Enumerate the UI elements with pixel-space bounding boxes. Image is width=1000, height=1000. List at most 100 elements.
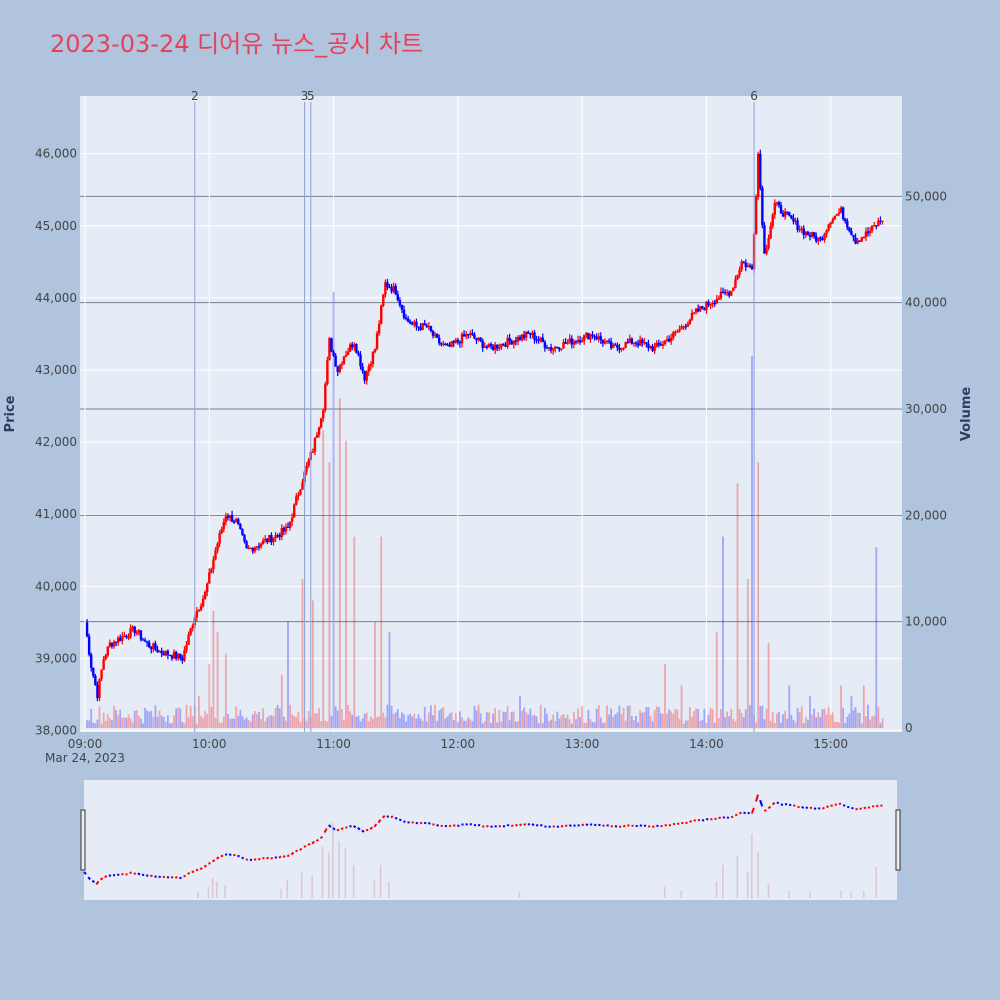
candle-body: [786, 211, 789, 213]
candle-body: [566, 342, 569, 344]
candle-body: [148, 642, 151, 648]
mini-price-segment: [448, 824, 452, 828]
volume-bar: [305, 720, 308, 728]
volume-bar: [98, 706, 101, 728]
candle-body: [636, 343, 640, 346]
volume-bar: [316, 713, 318, 728]
volume-bar: [624, 720, 627, 728]
candle-body: [655, 342, 658, 347]
candle-body: [711, 303, 714, 305]
volume-bar: [297, 711, 300, 728]
mini-price-segment: [220, 854, 224, 858]
volume-bar: [158, 710, 161, 728]
mini-price-segment: [266, 856, 270, 860]
rangeslider-background[interactable]: [84, 780, 897, 900]
volume-bar: [189, 705, 192, 728]
candle-body: [282, 528, 286, 532]
candle-body: [431, 330, 435, 336]
candle-body: [353, 344, 356, 348]
candle-body: [835, 213, 839, 216]
candle-body: [583, 334, 586, 341]
volume-bar: [436, 720, 439, 728]
mini-volume-bar: [373, 879, 376, 898]
volume-bar: [266, 717, 269, 728]
volume-bar: [606, 705, 608, 728]
volume-bar: [183, 723, 186, 728]
volume-bar: [274, 708, 277, 728]
volume-bar: [697, 708, 700, 728]
volume-bar: [166, 715, 169, 728]
volume-bar: [879, 723, 882, 728]
mini-price-segment: [154, 875, 157, 878]
volume-bar: [612, 716, 615, 728]
volume-bar: [674, 709, 677, 728]
mini-volume-bar: [809, 892, 811, 898]
y2-tick-label: 10,000: [905, 615, 947, 629]
volume-bar: [620, 714, 623, 728]
candle-body: [769, 226, 772, 239]
mini-price-segment: [771, 801, 776, 806]
volume-bar: [295, 716, 298, 728]
volume-bar: [218, 722, 221, 728]
candle-body: [506, 337, 509, 347]
volume-bar: [809, 696, 811, 728]
volume-bar: [200, 715, 202, 728]
rangeslider-handle-right[interactable]: [895, 809, 901, 871]
candle-body: [373, 348, 377, 352]
candle-body: [647, 343, 650, 349]
candle-body: [174, 651, 178, 659]
candle-body: [382, 294, 385, 306]
candle-body: [568, 338, 571, 343]
candle-body: [104, 655, 107, 660]
volume-bar: [523, 707, 526, 728]
volume-bar: [388, 632, 391, 728]
mini-price-segment: [568, 824, 572, 827]
volume-bar: [353, 536, 356, 728]
mini-price-segment: [755, 794, 760, 802]
candle-body: [856, 240, 859, 244]
candle-body: [102, 659, 105, 670]
mini-price-segment: [627, 824, 630, 827]
volume-bar: [755, 722, 758, 728]
rangeslider-series: [83, 794, 883, 898]
candle-body: [222, 521, 225, 530]
volume-bar: [349, 711, 352, 728]
volume-bar: [411, 716, 414, 728]
mini-price-segment: [506, 823, 510, 827]
candle-body: [332, 351, 335, 356]
candle-body: [750, 266, 754, 270]
volume-bar: [144, 707, 146, 728]
volume-bar: [425, 721, 428, 728]
mini-price-segment: [801, 805, 805, 809]
volume-bar: [150, 710, 153, 728]
candle-body: [195, 611, 199, 618]
candle-body: [779, 205, 783, 214]
candle-body: [632, 342, 636, 344]
volume-bar: [272, 716, 275, 728]
volume-bar: [641, 712, 644, 728]
volume-bar: [635, 715, 637, 728]
candle-body: [464, 334, 468, 337]
mini-price-segment: [162, 875, 166, 879]
volume-bar: [568, 719, 571, 728]
volume-bar: [610, 708, 613, 728]
volume-bar: [376, 717, 378, 728]
volume-bar: [469, 719, 472, 728]
candle-body: [549, 347, 553, 351]
volume-bar: [177, 707, 180, 728]
candle-body: [873, 225, 876, 227]
mini-price-segment: [622, 824, 626, 828]
mini-volume-bar: [300, 872, 303, 898]
mini-price-segment: [863, 806, 867, 810]
candle-body: [543, 342, 547, 348]
x-tick-label: 13:00: [565, 737, 600, 751]
candle-body: [330, 338, 333, 352]
candle-body: [145, 641, 149, 643]
volume-bar: [662, 713, 664, 728]
candle-body: [783, 211, 787, 217]
candle-body: [94, 675, 97, 685]
rangeslider-handle-left[interactable]: [80, 809, 86, 871]
volume-bar: [334, 706, 337, 728]
volume-bar: [589, 718, 592, 728]
x-tick-label: 11:00: [316, 737, 351, 751]
